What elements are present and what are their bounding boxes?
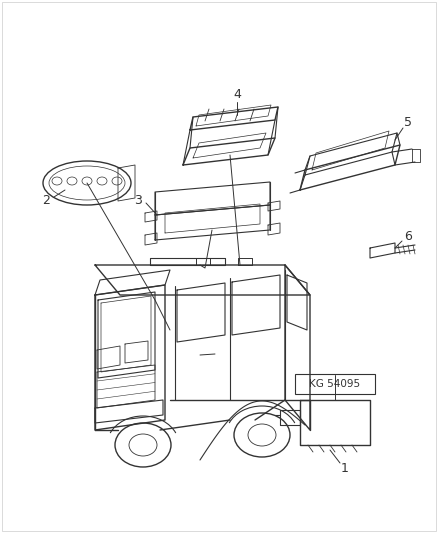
Text: 1: 1 xyxy=(341,462,349,474)
Text: 6: 6 xyxy=(404,230,412,244)
Text: 3: 3 xyxy=(134,193,142,206)
Text: 2: 2 xyxy=(42,193,50,206)
Text: 4: 4 xyxy=(233,88,241,101)
Text: KG 54095: KG 54095 xyxy=(309,379,360,389)
Text: 5: 5 xyxy=(404,117,412,130)
